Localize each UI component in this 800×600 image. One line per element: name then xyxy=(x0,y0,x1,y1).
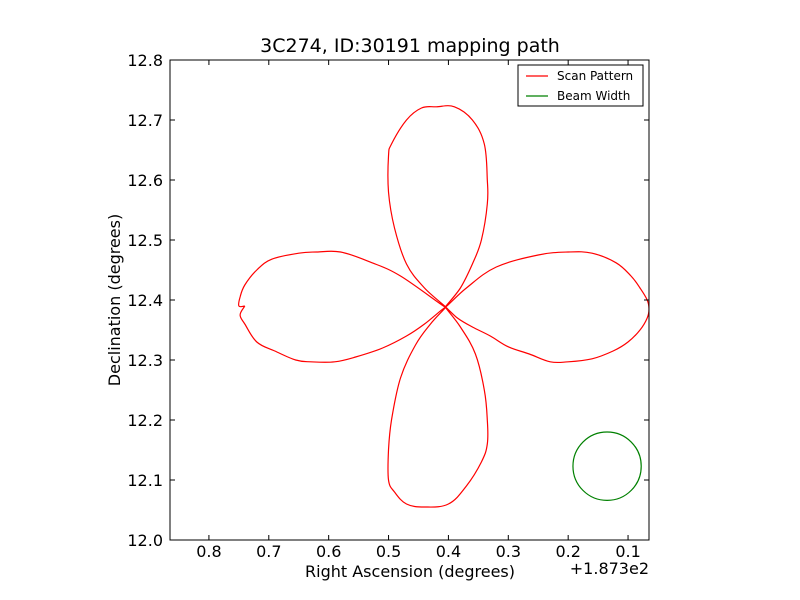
x-tick-label: 0.2 xyxy=(555,542,580,561)
x-tick-label: 0.1 xyxy=(615,542,640,561)
plot-area xyxy=(169,59,650,541)
legend-label-scan-pattern: Scan Pattern xyxy=(557,69,633,83)
x-tick-label: 0.4 xyxy=(436,542,461,561)
y-tick-label: 12.2 xyxy=(127,411,163,430)
y-tick-label: 12.3 xyxy=(127,351,163,370)
beam-width-circle xyxy=(572,431,642,502)
y-tick-label: 12.4 xyxy=(127,291,163,310)
scan-pattern-line xyxy=(237,105,649,508)
legend-label-beam-width: Beam Width xyxy=(557,89,630,103)
x-tick-label: 0.7 xyxy=(256,542,281,561)
chart-title: 3C274, ID:30191 mapping path xyxy=(260,35,560,57)
x-tick-label: 0.6 xyxy=(316,542,341,561)
x-tick-label: 0.3 xyxy=(496,542,521,561)
x-axis-label: Right Ascension (degrees) xyxy=(305,562,515,581)
legend: Scan Pattern Beam Width xyxy=(517,64,644,107)
y-tick-label: 12.0 xyxy=(127,531,163,550)
x-axis-ticks: 0.8 0.7 0.6 0.5 0.4 0.3 0.2 0.1 xyxy=(196,60,641,561)
y-tick-label: 12.8 xyxy=(127,51,163,70)
x-tick-label: 0.8 xyxy=(196,542,221,561)
y-tick-label: 12.6 xyxy=(127,171,163,190)
y-tick-label: 12.5 xyxy=(127,231,163,250)
legend-box xyxy=(517,64,644,107)
x-axis-offset-label: +1.873e2 xyxy=(570,559,649,578)
y-axis-label: Declination (degrees) xyxy=(105,214,124,386)
x-tick-label: 0.5 xyxy=(376,542,401,561)
series-layer xyxy=(237,105,649,508)
y-tick-label: 12.1 xyxy=(127,471,163,490)
y-tick-label: 12.7 xyxy=(127,111,163,130)
y-axis-ticks: 12.0 12.1 12.2 12.3 12.4 12.5 12.6 12.7 12.8 xyxy=(127,51,649,550)
axes-background xyxy=(170,60,649,540)
